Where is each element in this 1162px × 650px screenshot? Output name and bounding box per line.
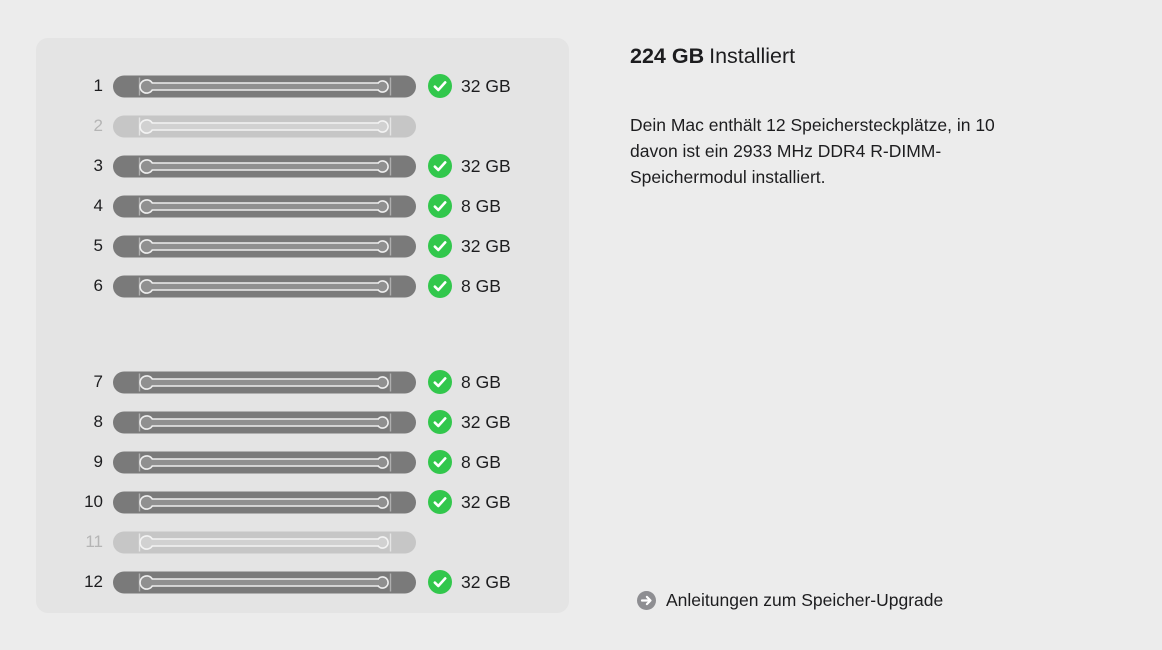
check-circle-icon bbox=[428, 490, 452, 514]
memory-slot-row: 3 32 GB bbox=[36, 146, 569, 186]
memory-slot-row: 4 8 GB bbox=[36, 186, 569, 226]
dimm-slot-icon bbox=[113, 491, 416, 514]
slot-number: 8 bbox=[93, 412, 103, 431]
slot-number: 7 bbox=[93, 372, 103, 391]
dimm-slot-icon bbox=[113, 75, 416, 98]
check-circle-icon bbox=[428, 370, 452, 394]
memory-slot-row: 5 32 GB bbox=[36, 226, 569, 266]
slot-number: 3 bbox=[93, 156, 103, 175]
check-circle-icon bbox=[428, 154, 452, 178]
dimm-slot-icon bbox=[113, 115, 416, 138]
check-circle-icon bbox=[428, 570, 452, 594]
dimm-slot-icon bbox=[113, 235, 416, 258]
slot-size-label: 32 GB bbox=[461, 411, 511, 432]
memory-slot-row: 7 8 GB bbox=[36, 362, 569, 402]
dimm-slot-icon bbox=[113, 275, 416, 298]
slot-size-label: 8 GB bbox=[461, 451, 501, 472]
check-circle-icon bbox=[428, 410, 452, 434]
memory-slot-row: 11 bbox=[36, 522, 569, 562]
slot-size-label: 32 GB bbox=[461, 571, 511, 592]
slot-size-label: 8 GB bbox=[461, 195, 501, 216]
slot-number: 6 bbox=[93, 276, 103, 295]
memory-upgrade-link[interactable]: Anleitungen zum Speicher-Upgrade bbox=[637, 588, 943, 612]
slot-size-label: 32 GB bbox=[461, 235, 511, 256]
slot-size-label: 32 GB bbox=[461, 155, 511, 176]
dimm-slot-icon bbox=[113, 155, 416, 178]
slot-size-label: 8 GB bbox=[461, 275, 501, 296]
dimm-slot-icon bbox=[113, 451, 416, 474]
dimm-slot-icon bbox=[113, 571, 416, 594]
check-circle-icon bbox=[428, 234, 452, 258]
memory-slot-row: 8 32 GB bbox=[36, 402, 569, 442]
installed-memory-title: 224 GB Installiert bbox=[630, 42, 1135, 70]
slot-number: 2 bbox=[93, 116, 103, 135]
dimm-slot-icon bbox=[113, 531, 416, 554]
memory-slots-panel: 1 32 GB 2 bbox=[36, 38, 569, 613]
check-circle-icon bbox=[428, 450, 452, 474]
memory-slot-row: 6 8 GB bbox=[36, 266, 569, 306]
installed-amount: 224 GB bbox=[630, 44, 705, 68]
memory-slot-row: 12 32 GB bbox=[36, 562, 569, 602]
memory-slot-row: 9 8 GB bbox=[36, 442, 569, 482]
slot-number: 4 bbox=[93, 196, 103, 215]
slot-size-label: 32 GB bbox=[461, 75, 511, 96]
slot-number: 9 bbox=[93, 452, 103, 471]
slot-number: 5 bbox=[93, 236, 103, 255]
slot-number: 11 bbox=[85, 532, 103, 551]
arrow-right-circle-icon bbox=[637, 590, 656, 610]
installed-label: Installiert bbox=[709, 44, 796, 68]
slot-number: 10 bbox=[84, 492, 103, 511]
dimm-slot-icon bbox=[113, 411, 416, 434]
memory-slot-list: 1 32 GB 2 bbox=[36, 38, 569, 602]
memory-slot-row: 1 32 GB bbox=[36, 66, 569, 106]
slot-size-label: 8 GB bbox=[461, 371, 501, 392]
memory-slot-row: 2 bbox=[36, 106, 569, 146]
dimm-slot-icon bbox=[113, 195, 416, 218]
slot-number: 1 bbox=[93, 76, 103, 95]
upgrade-link-label: Anleitungen zum Speicher-Upgrade bbox=[666, 589, 944, 610]
check-circle-icon bbox=[428, 274, 452, 298]
slot-number: 12 bbox=[84, 572, 103, 591]
memory-info-section: 224 GB Installiert Dein Mac enthält 12 Sp… bbox=[630, 42, 1135, 190]
check-circle-icon bbox=[428, 194, 452, 218]
memory-description: Dein Mac enthält 12 Speichersteckplätze,… bbox=[630, 115, 995, 187]
dimm-slot-icon bbox=[113, 371, 416, 394]
slot-size-label: 32 GB bbox=[461, 491, 511, 512]
check-circle-icon bbox=[428, 74, 452, 98]
memory-slot-row: 10 32 GB bbox=[36, 482, 569, 522]
